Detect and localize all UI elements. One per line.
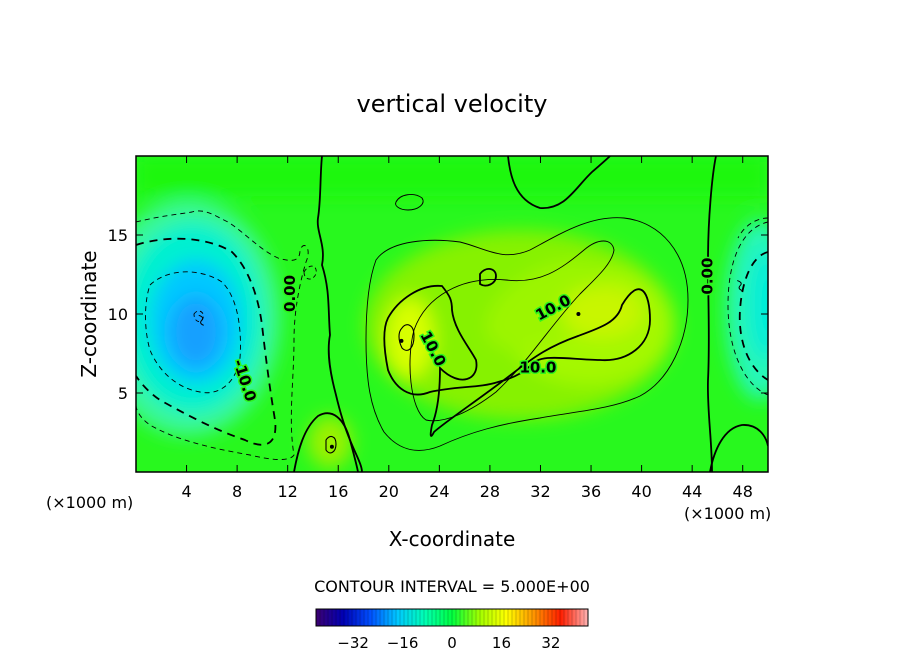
upper-band <box>136 156 768 196</box>
contour-lines <box>136 156 768 472</box>
x-tick-label: 32 <box>530 482 550 501</box>
minimum-marker <box>198 314 204 326</box>
contour-zero-right <box>706 156 717 472</box>
contour-yellow-oval <box>398 324 415 351</box>
maximum-marker <box>399 338 404 343</box>
yellowgreen-bottom <box>308 416 352 468</box>
extrema-markers <box>198 280 743 449</box>
contour-minus-right <box>738 251 768 381</box>
maximum-marker <box>576 312 581 316</box>
yellow-core-right <box>562 286 642 338</box>
x-tick-label: 20 <box>379 482 399 501</box>
contour-label: 10.0 <box>519 359 556 377</box>
contour-top-oval <box>395 194 424 211</box>
contour-label: 0.00 <box>281 275 299 312</box>
minimum-marker <box>737 280 743 292</box>
colorbar-tick-label: −32 <box>337 634 369 652</box>
y-axis-label: Z-coordinate <box>77 250 101 377</box>
maximum-marker <box>329 444 334 449</box>
colorbar-fill <box>316 609 588 626</box>
y-tick-label: 5 <box>118 384 128 403</box>
colorbar-tick-label: 32 <box>541 634 560 652</box>
x-tick-label: 24 <box>429 482 449 501</box>
colorbar-tick-label: 0 <box>447 634 457 652</box>
y-tick-label: 10 <box>108 305 128 324</box>
x-tick-label: 4 <box>181 482 191 501</box>
blue-region-center <box>170 296 222 368</box>
x-tick-label: 8 <box>232 482 242 501</box>
contour-ten-thin <box>409 240 615 422</box>
y-axis: 5 10 15 <box>108 226 768 403</box>
contour-zero-top <box>507 156 611 209</box>
x-tick-label: 12 <box>278 482 298 501</box>
x-tick-label: 36 <box>581 482 601 501</box>
x-axis-unit-right: (×1000 m) <box>684 504 771 523</box>
colorbar-tick-label: −16 <box>387 634 419 652</box>
contour-minus-small <box>303 265 317 280</box>
x-axis: 4 8 12 16 20 24 28 32 36 40 44 48 <box>181 156 753 501</box>
colorbar-tick-label: 16 <box>492 634 511 652</box>
contour-small-bottom <box>325 435 337 454</box>
x-tick-label: 48 <box>733 482 753 501</box>
field-blobs <box>136 156 768 468</box>
contour-zero-br <box>709 424 768 472</box>
contour-interval-text: CONTOUR INTERVAL = 5.000E+00 <box>314 577 590 596</box>
y-tick-label: 15 <box>108 226 128 245</box>
contour-zero-bl <box>293 412 359 472</box>
colorbar-frame <box>315 608 589 627</box>
cyan-region-right-inner <box>750 250 768 360</box>
contour-ten-main <box>383 285 651 437</box>
x-tick-label: 16 <box>328 482 348 501</box>
x-tick-label: 40 <box>631 482 651 501</box>
contour-five <box>365 217 689 451</box>
x-axis-label: X-coordinate <box>389 527 516 551</box>
x-tick-label: 44 <box>682 482 702 501</box>
contour-minus-fifteen <box>145 271 241 394</box>
chart-title: vertical velocity <box>357 90 548 118</box>
colorbar: −32 −16 0 16 32 <box>315 608 589 652</box>
colorbar-stripes <box>319 609 585 626</box>
contour-ten-small <box>479 268 497 287</box>
x-axis-unit-left: (×1000 m) <box>46 493 133 512</box>
x-tick-label: 28 <box>480 482 500 501</box>
colorbar-ticks: −32 −16 0 16 32 <box>337 634 560 652</box>
yellow-core-left <box>386 298 434 378</box>
contour-label: 0.00 <box>698 258 716 295</box>
contour-right-dash-top <box>737 217 768 239</box>
plot-area <box>136 156 768 472</box>
